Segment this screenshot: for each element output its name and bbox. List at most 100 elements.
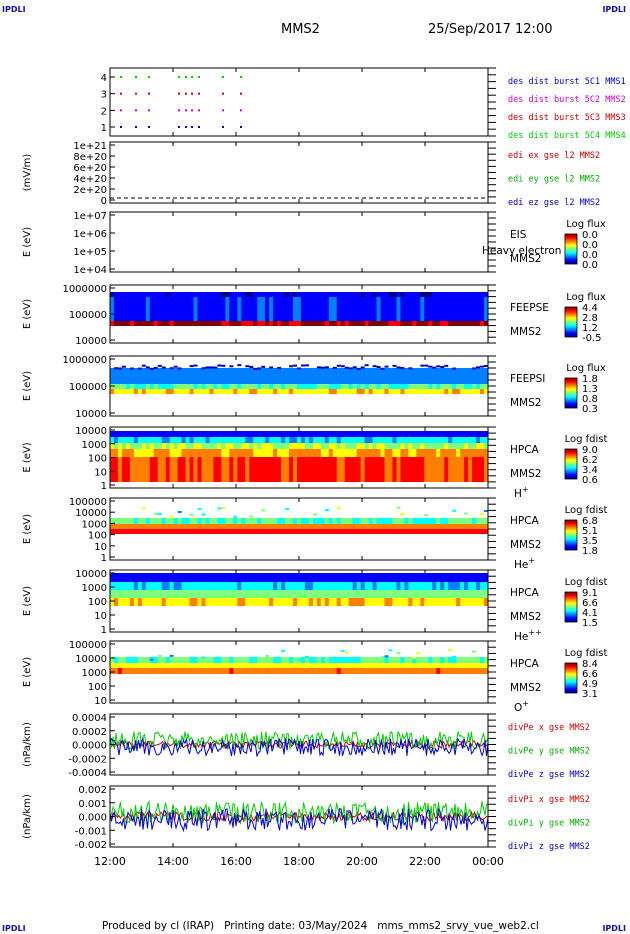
burst-marker — [222, 109, 224, 112]
spectrogram — [110, 431, 489, 482]
burst-marker — [148, 76, 150, 78]
y-tick-label: 1e+06 — [73, 229, 107, 240]
burst-marker — [178, 109, 180, 112]
y-tick-label: 1e+05 — [73, 247, 107, 258]
colorbar — [564, 519, 578, 551]
burst-marker — [135, 126, 137, 128]
species-label: H+ — [514, 485, 529, 500]
spectrogram — [110, 573, 489, 606]
y-tick-label: 1000 — [82, 668, 107, 679]
y-tick-label: 100000 — [69, 310, 107, 321]
colorbar-title: Log flux — [566, 219, 606, 230]
legend-entry: des dist burst 5C2 MMS2 — [508, 95, 626, 105]
burst-marker — [185, 92, 187, 95]
y-axis-label: E (eV) — [22, 371, 33, 401]
y-tick-label: 1e+04 — [73, 265, 107, 276]
y-tick-label: 1 — [101, 123, 107, 134]
colorbar-title: Log fdist — [565, 577, 608, 588]
x-tick-label: 18:00 — [283, 855, 315, 868]
instrument-label: MMS2 — [510, 468, 541, 480]
y-tick-label: 2e+20 — [73, 185, 107, 196]
colorbar-tick-label: 4.4 — [582, 303, 598, 314]
overlay-label: Heavy electron to — [482, 245, 575, 257]
colorbar-title: Log flux — [566, 363, 606, 374]
burst-marker — [240, 126, 242, 128]
y-axis-label: (nPa/km) — [22, 794, 33, 839]
x-tick-label: 22:00 — [409, 855, 441, 868]
colorbar — [564, 591, 578, 623]
colorbar-tick-label: 4.9 — [582, 679, 598, 690]
species-label: He+ — [514, 556, 535, 571]
legend-entry: edi ey gse l2 MMS2 — [508, 175, 600, 185]
colorbar — [564, 662, 578, 694]
x-tick-label: 20:00 — [346, 855, 378, 868]
corner-logo-bl: IPDLI — [2, 924, 26, 933]
colorbar-tick-label: 2.8 — [582, 313, 598, 324]
legend-entry: edi ex gse l2 MMS2 — [508, 151, 600, 161]
spectrogram — [110, 364, 489, 394]
colorbar-title: Log fdist — [565, 648, 608, 659]
data-series — [109, 799, 489, 825]
y-tick-label: 4 — [101, 73, 107, 84]
burst-marker — [178, 126, 180, 128]
page-title: MMS2 — [281, 22, 320, 37]
colorbar-tick-label: 8.4 — [582, 659, 598, 670]
colorbar-tick-label: 1.8 — [582, 546, 598, 557]
burst-marker — [148, 126, 150, 128]
y-tick-label: 1000000 — [62, 355, 107, 366]
burst-marker — [240, 76, 242, 78]
y-tick-label: 2 — [101, 106, 107, 117]
y-tick-label: 0.001 — [78, 799, 107, 810]
burst-marker — [185, 126, 187, 128]
y-tick-label: 1 — [101, 481, 107, 492]
colorbar — [564, 448, 578, 480]
burst-marker — [120, 126, 122, 128]
spectrogram — [110, 506, 489, 534]
x-tick-label: 14:00 — [157, 855, 189, 868]
y-tick-label: 100000 — [69, 640, 107, 651]
burst-marker — [120, 76, 122, 78]
instrument-label: FEEPSE — [510, 302, 549, 314]
colorbar-tick-label: -0.5 — [582, 333, 602, 344]
colorbar — [564, 377, 578, 409]
instrument-label: MMS2 — [510, 539, 541, 551]
y-tick-label: 3 — [101, 90, 107, 101]
y-axis-label: E (eV) — [22, 442, 33, 472]
instrument-label: HPCA — [510, 658, 540, 670]
burst-marker — [222, 126, 224, 128]
burst-marker — [198, 109, 200, 112]
colorbar-tick-label: 6.6 — [582, 669, 598, 680]
y-tick-label: 10000 — [75, 336, 107, 347]
panel-frame — [109, 141, 489, 204]
data-series — [109, 730, 489, 751]
burst-marker — [240, 109, 242, 112]
page-date: 25/Sep/2017 12:00 — [428, 22, 553, 37]
colorbar-tick-label: 6.2 — [582, 455, 598, 466]
legend-entry: des dist burst 5C4 MMS4 — [508, 131, 626, 141]
y-axis-label: E (eV) — [22, 299, 33, 329]
instrument-label: EIS — [510, 229, 527, 241]
burst-marker — [185, 109, 187, 112]
colorbar — [564, 233, 578, 265]
y-tick-label: 1000 — [82, 519, 107, 530]
y-tick-label: 10 — [94, 696, 107, 707]
legend-entry: des dist burst 5C1 MMS1 — [508, 77, 626, 87]
burst-marker — [135, 109, 137, 112]
corner-logo-br: IPDLI — [602, 924, 626, 933]
burst-marker — [191, 109, 193, 112]
burst-marker — [240, 92, 242, 95]
burst-marker — [120, 92, 122, 95]
data-series — [109, 807, 489, 833]
y-tick-label: 100 — [88, 682, 107, 693]
colorbar-tick-label: 4.1 — [582, 608, 598, 619]
y-axis-label: E (eV) — [22, 657, 33, 687]
y-tick-label: 10000 — [75, 654, 107, 665]
species-label: O+ — [514, 699, 529, 714]
y-tick-label: 0.0002 — [72, 727, 107, 738]
colorbar-tick-label: 1.8 — [582, 374, 598, 385]
y-tick-label: 8e+20 — [73, 152, 107, 163]
y-tick-label: 10000 — [75, 426, 107, 437]
burst-marker — [191, 92, 193, 95]
colorbar-tick-label: 9.1 — [582, 588, 598, 599]
colorbar-tick-label: 1.5 — [582, 618, 598, 629]
